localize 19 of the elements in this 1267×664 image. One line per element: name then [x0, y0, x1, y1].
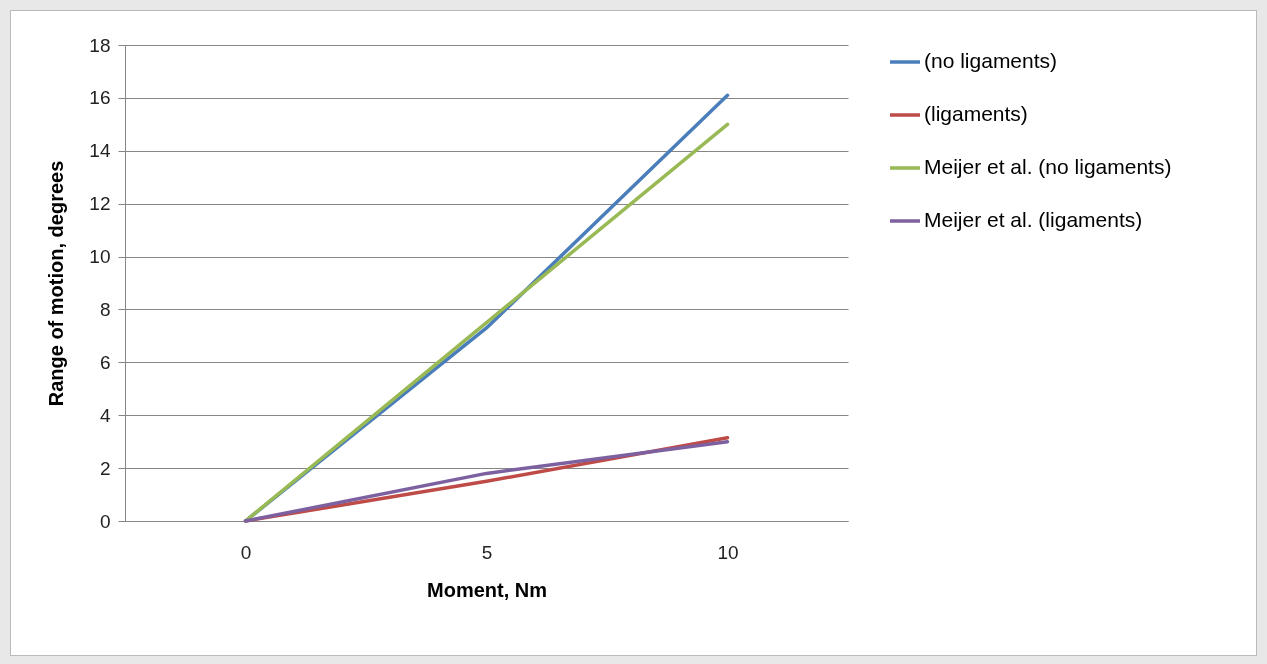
- y-tick-label: 6: [99, 351, 111, 373]
- y-tick-label: 0: [99, 510, 111, 532]
- y-tick-label: 18: [89, 34, 111, 56]
- y-tick-label: 12: [89, 193, 111, 215]
- y-tick-label: 4: [99, 404, 111, 426]
- x-tick-label: 10: [717, 541, 739, 563]
- legend-label: Meijer et al. (ligaments): [924, 208, 1143, 231]
- y-tick-label: 16: [89, 87, 111, 109]
- legend-label: (ligaments): [924, 102, 1028, 125]
- x-tick-label: 0: [240, 541, 252, 563]
- y-tick-label: 10: [89, 246, 111, 268]
- y-axis-title: Range of motion, degrees: [45, 160, 68, 407]
- y-tick-label: 14: [89, 140, 111, 162]
- y-tick-label: 8: [99, 298, 111, 320]
- legend-label: Meijer et al. (no ligaments): [924, 155, 1172, 178]
- x-tick-label: 5: [481, 541, 493, 563]
- legend-label: (no ligaments): [924, 49, 1058, 72]
- y-tick-label: 2: [99, 457, 111, 479]
- x-axis-title: Moment, Nm: [427, 578, 547, 601]
